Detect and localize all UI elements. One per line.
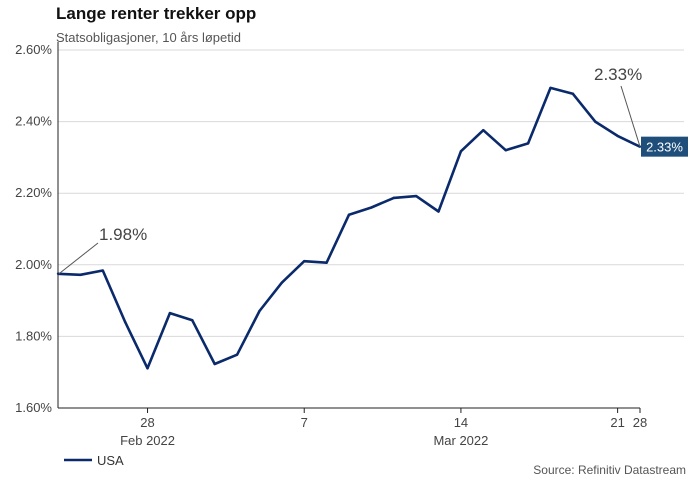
- x-tick-label: 14: [454, 415, 468, 430]
- x-tick-label: 21: [610, 415, 624, 430]
- data-point: [325, 261, 328, 264]
- x-month-label: Feb 2022: [120, 433, 175, 448]
- data-point: [437, 210, 440, 213]
- data-point: [370, 206, 373, 209]
- x-tick-label: 28: [140, 415, 154, 430]
- data-point: [168, 311, 172, 315]
- data-point: [191, 319, 194, 322]
- annotation-label: 1.98%: [99, 225, 147, 244]
- data-point: [347, 213, 351, 216]
- data-point: [146, 367, 149, 370]
- x-month-label: Mar 2022: [433, 433, 488, 448]
- data-point: [414, 194, 418, 198]
- data-point: [526, 142, 530, 145]
- data-point: [79, 273, 82, 277]
- data-point: [56, 272, 60, 275]
- x-tick-label: 7: [301, 415, 308, 430]
- end-value-box: [641, 136, 688, 157]
- data-point: [549, 86, 552, 90]
- legend-label: USA: [97, 453, 124, 468]
- data-point: [482, 128, 485, 132]
- x-tick-label: 28: [633, 415, 647, 430]
- data-point: [504, 149, 507, 152]
- chart-title: Lange renter trekker opp: [56, 4, 257, 23]
- data-point: [392, 196, 395, 200]
- data-point: [594, 120, 597, 123]
- data-point: [101, 269, 104, 272]
- data-point: [235, 353, 239, 356]
- chart-subtitle: Statsobligasjoner, 10 års løpetid: [56, 30, 241, 45]
- end-value-label: 2.33%: [646, 140, 683, 155]
- annotation-leader: [620, 85, 641, 147]
- y-tick-label: 2.20%: [15, 185, 52, 200]
- data-point: [258, 309, 261, 313]
- data-point: [303, 260, 306, 263]
- data-point: [213, 362, 216, 366]
- data-point: [280, 281, 284, 284]
- y-tick-label: 2.00%: [15, 257, 52, 272]
- annotation-leader: [58, 242, 99, 275]
- y-tick-label: 1.80%: [15, 328, 52, 343]
- data-point: [123, 320, 127, 324]
- annotation-label: 2.33%: [594, 65, 642, 84]
- data-point: [459, 150, 463, 153]
- y-tick-label: 1.60%: [15, 400, 52, 415]
- y-tick-label: 2.60%: [15, 42, 52, 57]
- data-point: [616, 134, 619, 138]
- y-tick-label: 2.40%: [15, 114, 52, 129]
- data-point: [571, 92, 575, 95]
- source-note: Source: Refinitiv Datastream: [533, 463, 686, 477]
